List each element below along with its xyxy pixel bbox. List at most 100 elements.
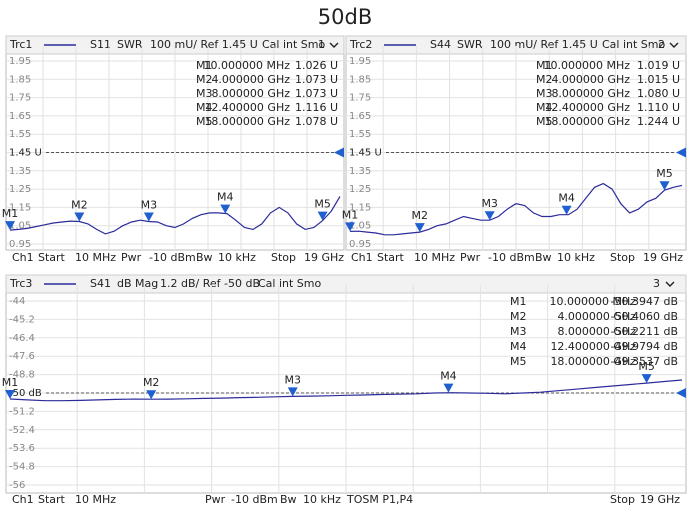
marker (74, 212, 85, 222)
marker-label: M5 (638, 360, 655, 373)
header-name: S11 (90, 38, 111, 51)
marker-table-value: 1.110 U (637, 101, 680, 114)
header-window: 2 (658, 38, 665, 51)
marker (287, 387, 298, 397)
footer-text: 10 kHz (218, 251, 256, 264)
marker-table-x: 8.000000 GHz (557, 325, 636, 338)
page-title: 50dB (318, 5, 372, 29)
marker-table-name: M4 (196, 101, 213, 114)
footer-text: TOSM P1,P4 (346, 493, 413, 506)
marker-table-x: 4.000000 GHz (551, 73, 630, 86)
marker-table-x: 12.400000 GHz (204, 101, 290, 114)
footer-text: -10 dBm (488, 251, 535, 264)
y-tick-label: 1.85 (349, 74, 371, 85)
footer-text: -10 dBm (149, 251, 196, 264)
marker-table-name: M4 (536, 101, 553, 114)
header-cal: Cal int Smo (258, 277, 322, 290)
y-tick-label: -46.4 (9, 333, 35, 344)
footer-text: Bw (196, 251, 213, 264)
marker-table-x: 4.000000 GHz (557, 310, 636, 323)
marker-table-x: 4.000000 GHz (211, 73, 290, 86)
header-cal: Cal int Smo (262, 38, 326, 51)
marker-table-value: 1.015 U (637, 73, 680, 86)
footer-text: 10 kHz (557, 251, 595, 264)
marker-table-value: 1.026 U (295, 59, 338, 72)
footer-text: 19 GHz (640, 493, 680, 506)
y-tick-label: 1.15 (349, 202, 371, 213)
marker-table-value: 1.019 U (637, 59, 680, 72)
y-tick-label: 0.95 (9, 239, 31, 250)
marker-table-value: 1.078 U (295, 115, 338, 128)
marker-label: M5 (314, 198, 331, 211)
y-tick-label: -53.6 (9, 443, 35, 454)
footer-text: Start (38, 493, 66, 506)
marker-label: M3 (284, 373, 301, 386)
marker-table-value: 1.073 U (295, 87, 338, 100)
footer-text: 10 MHz (75, 251, 116, 264)
footer-text: -10 dBm (231, 493, 278, 506)
marker-table-x: 18.000000 GHz (204, 115, 290, 128)
header-format: SWR (117, 38, 143, 51)
marker-table-x: 8.000000 GHz (211, 87, 290, 100)
header-name: S41 (90, 277, 111, 290)
marker-table-x: 18.000000 GHz (544, 115, 630, 128)
footer-text: Start (38, 251, 66, 264)
marker-table-name: M3 (510, 325, 527, 338)
y-tick-label: 1.95 (349, 56, 371, 67)
marker-table-x: 12.400000 GHz (544, 101, 630, 114)
marker (414, 223, 425, 233)
marker (220, 204, 231, 214)
marker-label: M4 (217, 191, 234, 204)
ref-arrow (676, 388, 686, 398)
trace-line (9, 379, 683, 402)
header-scale: 100 mU/ Ref 1.45 U (490, 38, 598, 51)
marker (345, 222, 355, 232)
marker-label: M5 (656, 167, 673, 180)
marker (443, 383, 454, 393)
y-tick-label: 1.25 (349, 184, 371, 195)
footer-text: Stop (610, 251, 635, 264)
marker-table-value: -50.3947 dB (611, 295, 678, 308)
marker-label: M1 (342, 208, 359, 221)
y-tick-label: 1.55 (9, 129, 31, 140)
header-name: S44 (430, 38, 451, 51)
header-trace: Trc2 (349, 38, 372, 51)
header-format: dB Mag (117, 277, 158, 290)
marker-table-name: M3 (536, 87, 553, 100)
y-tick-label: 1.05 (349, 221, 371, 232)
marker-label: M4 (440, 370, 457, 383)
marker-table-value: 1.244 U (637, 115, 680, 128)
marker-table-name: M1 (196, 59, 213, 72)
chevron (329, 42, 339, 48)
marker-table-name: M1 (510, 295, 527, 308)
footer-text: 19 GHz (643, 251, 683, 264)
footer-text: Bw (535, 251, 552, 264)
marker-table-value: -49.9794 dB (611, 340, 678, 353)
y-tick-label: -45.2 (9, 314, 35, 325)
y-tick-label: -56 (9, 480, 25, 491)
marker (146, 390, 157, 400)
marker-label: M2 (71, 198, 88, 211)
marker-table-name: M5 (510, 355, 527, 368)
marker (5, 221, 15, 231)
y-tick-label: -44 (9, 296, 25, 307)
y-tick-label: 1.75 (349, 93, 371, 104)
y-tick-label: -54.8 (9, 462, 35, 473)
marker (561, 205, 572, 215)
footer-text: Ch1 (351, 251, 373, 264)
y-tick-label: -47.6 (9, 351, 35, 362)
y-tick-label: 1.75 (9, 93, 31, 104)
y-tick-label: 1.55 (349, 129, 371, 140)
y-tick-label: 1.35 (9, 166, 31, 177)
marker-table-value: 1.116 U (295, 101, 338, 114)
marker-table-value: 1.073 U (295, 73, 338, 86)
trace-line (9, 196, 341, 235)
y-tick-label: 1.45 U (349, 148, 382, 159)
marker-label: M2 (143, 376, 160, 389)
y-tick-label: -52.4 (9, 425, 35, 436)
marker-label: M4 (558, 192, 575, 205)
header-scale: 1.2 dB/ Ref -50 dB (160, 277, 260, 290)
marker-table-value: -50.2211 dB (611, 325, 678, 338)
marker-table-value: -49.3537 dB (611, 355, 678, 368)
footer-text: Pwr (205, 493, 226, 506)
